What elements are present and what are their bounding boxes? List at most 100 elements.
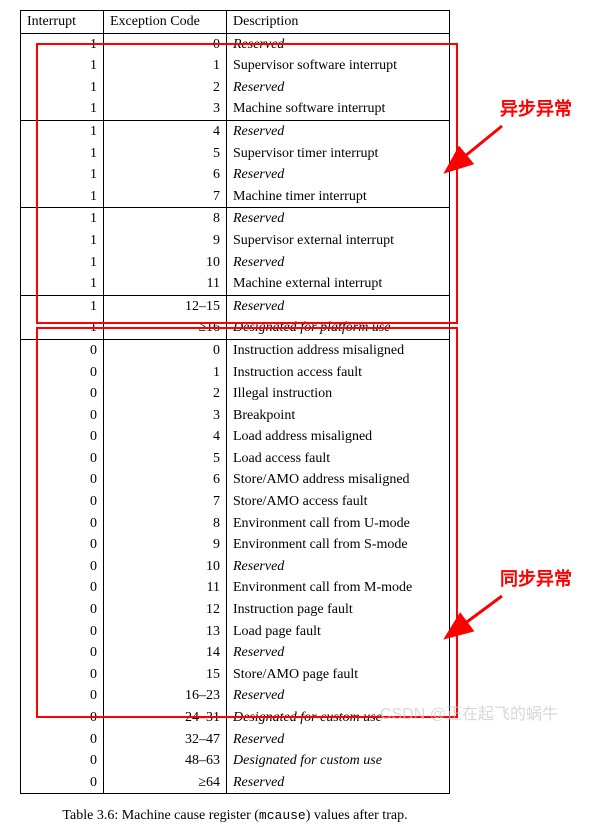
cell-interrupt: 0 [21, 621, 104, 643]
cell-interrupt: 1 [21, 295, 104, 317]
cell-interrupt: 1 [21, 164, 104, 186]
table-row: 07Store/AMO access fault [21, 491, 450, 513]
cell-exception-code: 48–63 [104, 750, 227, 772]
table-row: 11Supervisor software interrupt [21, 55, 450, 77]
table-row: 112–15Reserved [21, 295, 450, 317]
cell-exception-code: 0 [104, 339, 227, 361]
cell-interrupt: 1 [21, 273, 104, 295]
cell-interrupt: 1 [21, 230, 104, 252]
table-row: 048–63Designated for custom use [21, 750, 450, 772]
cell-interrupt: 1 [21, 317, 104, 339]
table-row: 12Reserved [21, 77, 450, 99]
cell-interrupt: 0 [21, 599, 104, 621]
cell-exception-code: ≥16 [104, 317, 227, 339]
cell-interrupt: 1 [21, 143, 104, 165]
cell-description: Machine external interrupt [227, 273, 450, 295]
cell-exception-code: 10 [104, 556, 227, 578]
cell-exception-code: 8 [104, 513, 227, 535]
caption-code: mcause [259, 808, 306, 823]
label-sync-exception: 同步异常 [500, 565, 572, 591]
cell-description: Environment call from M-mode [227, 577, 450, 599]
table-row: 09Environment call from S-mode [21, 534, 450, 556]
table-row: 18Reserved [21, 208, 450, 230]
cell-exception-code: 2 [104, 77, 227, 99]
table-row: 03Breakpoint [21, 405, 450, 427]
table-row: 10Reserved [21, 33, 450, 55]
table-row: 00Instruction address misaligned [21, 339, 450, 361]
cell-exception-code: 4 [104, 426, 227, 448]
cell-interrupt: 0 [21, 469, 104, 491]
cell-description: Instruction address misaligned [227, 339, 450, 361]
table-row: 16Reserved [21, 164, 450, 186]
table-caption: Table 3.6: Machine cause register (mcaus… [20, 808, 450, 824]
cell-interrupt: 1 [21, 208, 104, 230]
cell-description: Reserved [227, 120, 450, 142]
table-row: 06Store/AMO address misaligned [21, 469, 450, 491]
table-row: 011Environment call from M-mode [21, 577, 450, 599]
mcause-table: Interrupt Exception Code Description 10R… [20, 10, 450, 794]
cell-exception-code: 5 [104, 143, 227, 165]
cell-description: Environment call from S-mode [227, 534, 450, 556]
table-row: 012Instruction page fault [21, 599, 450, 621]
cell-interrupt: 0 [21, 491, 104, 513]
cell-description: Reserved [227, 642, 450, 664]
table-row: 13Machine software interrupt [21, 98, 450, 120]
table-row: 032–47Reserved [21, 729, 450, 751]
cell-description: Store/AMO page fault [227, 664, 450, 686]
cell-description: Reserved [227, 295, 450, 317]
cell-interrupt: 0 [21, 772, 104, 794]
cell-description: Supervisor software interrupt [227, 55, 450, 77]
header-interrupt: Interrupt [21, 11, 104, 34]
cell-exception-code: 13 [104, 621, 227, 643]
cell-exception-code: 5 [104, 448, 227, 470]
table-row: 05Load access fault [21, 448, 450, 470]
table-body: 10Reserved11Supervisor software interrup… [21, 33, 450, 794]
cell-description: Machine software interrupt [227, 98, 450, 120]
cell-exception-code: 12 [104, 599, 227, 621]
cell-exception-code: 1 [104, 55, 227, 77]
cell-description: Supervisor external interrupt [227, 230, 450, 252]
cell-exception-code: 7 [104, 186, 227, 208]
cell-description: Reserved [227, 556, 450, 578]
cell-interrupt: 0 [21, 426, 104, 448]
cell-description: Load page fault [227, 621, 450, 643]
cell-interrupt: 0 [21, 685, 104, 707]
cell-exception-code: 11 [104, 273, 227, 295]
cell-exception-code: 3 [104, 98, 227, 120]
cell-description: Reserved [227, 772, 450, 794]
table-row: 111Machine external interrupt [21, 273, 450, 295]
cell-description: Load address misaligned [227, 426, 450, 448]
table-row: 0≥64Reserved [21, 772, 450, 794]
cell-interrupt: 0 [21, 577, 104, 599]
table-row: 1≥16Designated for platform use [21, 317, 450, 339]
cell-exception-code: 4 [104, 120, 227, 142]
table-row: 14Reserved [21, 120, 450, 142]
cell-description: Reserved [227, 164, 450, 186]
cell-interrupt: 1 [21, 252, 104, 274]
table-row: 04Load address misaligned [21, 426, 450, 448]
table-row: 110Reserved [21, 252, 450, 274]
cell-exception-code: 9 [104, 230, 227, 252]
cell-interrupt: 0 [21, 405, 104, 427]
cell-interrupt: 0 [21, 750, 104, 772]
cell-description: Reserved [227, 208, 450, 230]
table-row: 013Load page fault [21, 621, 450, 643]
watermark: CSDN @正在起飞的蜗牛 [380, 700, 558, 724]
cell-interrupt: 0 [21, 383, 104, 405]
cell-exception-code: 0 [104, 33, 227, 55]
header-description: Description [227, 11, 450, 34]
cell-interrupt: 0 [21, 362, 104, 384]
cell-interrupt: 0 [21, 729, 104, 751]
cell-description: Reserved [227, 33, 450, 55]
label-async-exception: 异步异常 [500, 95, 572, 121]
cell-interrupt: 0 [21, 664, 104, 686]
cell-interrupt: 1 [21, 55, 104, 77]
cell-description: Reserved [227, 252, 450, 274]
cell-description: Reserved [227, 729, 450, 751]
cell-exception-code: 1 [104, 362, 227, 384]
table-row: 08Environment call from U-mode [21, 513, 450, 535]
table-row: 014Reserved [21, 642, 450, 664]
cell-description: Instruction page fault [227, 599, 450, 621]
header-exception-code: Exception Code [104, 11, 227, 34]
cell-description: Supervisor timer interrupt [227, 143, 450, 165]
